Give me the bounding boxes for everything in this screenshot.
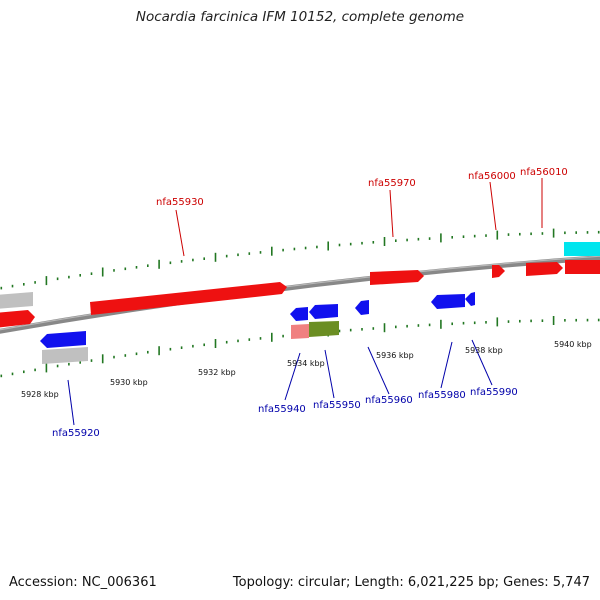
gene-label-nfa55930: nfa55930 bbox=[156, 197, 204, 208]
gene-label-nfa56010: nfa56010 bbox=[520, 167, 568, 178]
gene-arrow-reverse[interactable] bbox=[355, 300, 369, 315]
genome-backbone bbox=[0, 255, 600, 334]
feature-block-pink[interactable] bbox=[291, 324, 309, 339]
gene-label-nfa55960: nfa55960 bbox=[365, 395, 413, 406]
gene-arrow-forward[interactable] bbox=[0, 310, 35, 328]
page-title: Nocardia farcinica IFM 10152, complete g… bbox=[135, 9, 465, 25]
gene-arrow-reverse[interactable] bbox=[431, 294, 465, 309]
scale-label-5934: 5934 kbp bbox=[287, 359, 325, 368]
feature-block-olive[interactable] bbox=[309, 321, 339, 337]
scale-label-5932: 5932 kbp bbox=[198, 368, 236, 377]
feature-block-grey[interactable] bbox=[0, 292, 33, 309]
gene-label-nfa55980: nfa55980 bbox=[418, 390, 466, 401]
reverse-leader-lines bbox=[67, 339, 493, 426]
feature-block-grey[interactable] bbox=[42, 347, 88, 364]
gene-arrow-reverse[interactable] bbox=[290, 307, 308, 321]
gene-label-nfa55970: nfa55970 bbox=[368, 178, 416, 189]
gene-label-nfa55920: nfa55920 bbox=[52, 428, 100, 439]
gene-arrow-forward[interactable] bbox=[526, 262, 563, 276]
gene-label-nfa55950: nfa55950 bbox=[313, 400, 361, 411]
gene-label-nfa56000: nfa56000 bbox=[468, 171, 516, 182]
scale-label-5938: 5938 kbp bbox=[465, 346, 503, 355]
accession-text: Accession: NC_006361 bbox=[9, 575, 157, 590]
forward-leader-lines bbox=[175, 178, 543, 257]
feature-block-cyan[interactable] bbox=[564, 242, 600, 256]
genome-backbone-highlight bbox=[0, 255, 600, 331]
gene-arrow-reverse[interactable] bbox=[465, 292, 475, 306]
scale-label-5930: 5930 kbp bbox=[110, 378, 148, 387]
genome-summary-text: Topology: circular; Length: 6,021,225 bp… bbox=[232, 575, 590, 590]
scale-label-5940: 5940 kbp bbox=[554, 340, 592, 349]
gene-arrow-forward[interactable] bbox=[565, 260, 600, 274]
scale-label-5936: 5936 kbp bbox=[376, 351, 414, 360]
gene-arrow-forward[interactable] bbox=[370, 270, 424, 285]
outer-tick-track bbox=[0, 228, 600, 290]
gene-label-nfa55990: nfa55990 bbox=[470, 387, 518, 398]
gene-arrow-reverse[interactable] bbox=[309, 304, 338, 319]
gene-arrow-forward[interactable] bbox=[492, 265, 505, 278]
gene-arrow-forward[interactable] bbox=[90, 282, 287, 315]
scale-label-5928: 5928 kbp bbox=[21, 390, 59, 399]
gene-label-nfa55940: nfa55940 bbox=[258, 404, 306, 415]
gene-arrow-reverse[interactable] bbox=[40, 331, 86, 348]
